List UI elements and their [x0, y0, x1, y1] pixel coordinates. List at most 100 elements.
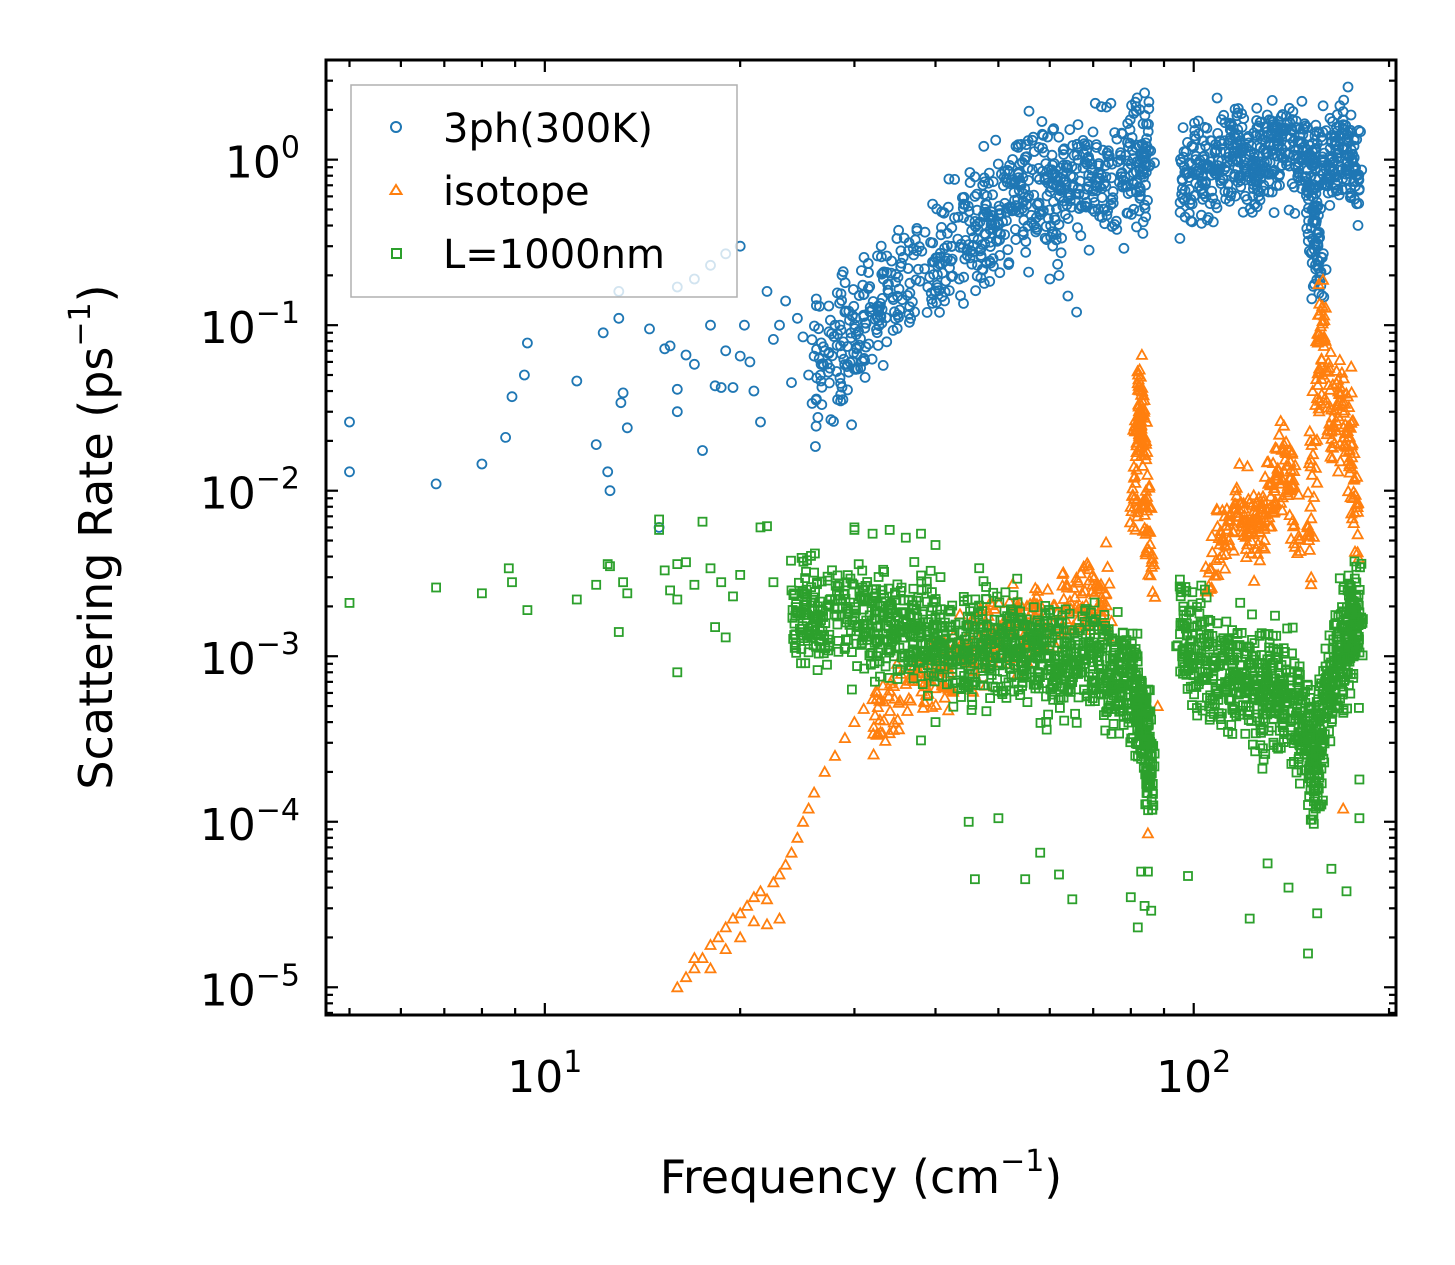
triangle-point [772, 867, 787, 880]
circle-point [1254, 130, 1266, 142]
circle-point [914, 275, 926, 287]
circle-point [671, 383, 683, 395]
circle-point [1056, 232, 1067, 244]
circle-point [1143, 118, 1154, 130]
triangle-point [687, 961, 701, 974]
circle-point [873, 306, 884, 318]
circle-point [1317, 100, 1329, 112]
circle-point [1064, 124, 1076, 136]
circle-point [1348, 152, 1360, 164]
circle-point [755, 416, 766, 428]
circle-point [680, 349, 692, 361]
circle-point [812, 411, 824, 423]
circle-point [1023, 266, 1034, 278]
circle-point [1068, 179, 1079, 191]
circle-point [1232, 103, 1244, 114]
circle-point [522, 337, 533, 349]
circle-point [983, 212, 995, 223]
circle-point [1109, 219, 1120, 230]
circle-point [981, 199, 992, 211]
circle-point [1289, 207, 1301, 219]
circle-point [1263, 186, 1275, 198]
circle-point [1315, 280, 1327, 292]
circle-point [836, 295, 847, 306]
triangle-point [753, 884, 768, 897]
circle-point [981, 257, 992, 269]
circle-point [883, 278, 894, 290]
triangle-point [679, 970, 693, 983]
circle-point [896, 294, 908, 306]
circle-point [344, 416, 355, 428]
circle-point [967, 240, 979, 252]
circle-point [931, 279, 943, 291]
circle-point [969, 171, 981, 183]
circle-point [877, 359, 889, 371]
triangle-point [719, 920, 733, 933]
legend: 3ph(300K) isotope L=1000nm [350, 84, 738, 298]
circle-point [818, 359, 830, 371]
triangle-point [807, 785, 821, 798]
circle-point [887, 291, 898, 303]
circle-point [839, 277, 851, 289]
circle-point [835, 288, 847, 300]
circle-point [1001, 215, 1012, 227]
circle-point [1123, 141, 1134, 153]
circle-point [993, 200, 1005, 212]
circle-point [848, 300, 860, 312]
circle-point [1174, 206, 1186, 218]
circle-point [921, 306, 933, 318]
circle-point [780, 295, 791, 307]
circle-point [836, 381, 848, 393]
triangle-point [711, 930, 725, 943]
circle-point [617, 387, 629, 399]
circle-point [1091, 185, 1102, 197]
circle-point [1330, 145, 1342, 157]
circle-point [1038, 205, 1049, 217]
circle-point [1243, 130, 1254, 142]
circle-point [659, 343, 671, 355]
circle-point [988, 260, 999, 272]
circle-point [506, 391, 518, 403]
circle-point [1130, 101, 1142, 112]
circle-point [1326, 136, 1337, 148]
circle-point [873, 320, 885, 332]
circle-point [1238, 113, 1250, 124]
circle-point [1101, 147, 1113, 159]
circle-point [904, 316, 915, 328]
circle-point [985, 241, 996, 252]
circle-point [1071, 138, 1083, 150]
circle-point [872, 339, 884, 351]
circle-point [1060, 162, 1072, 173]
circle-point [571, 375, 583, 387]
circle-point [1219, 163, 1230, 175]
circle-point [1244, 149, 1255, 161]
circle-point [705, 319, 716, 331]
triangle-point [838, 731, 852, 743]
circle-point [990, 134, 1002, 146]
circle-point [1116, 127, 1128, 139]
circle-point [939, 295, 950, 307]
circle-point [1324, 199, 1336, 211]
circle-point [1186, 198, 1198, 210]
circle-point [1140, 151, 1151, 163]
circle-point [904, 277, 916, 289]
circle-point [430, 478, 442, 490]
circle-point [1095, 101, 1107, 113]
triangle-point [760, 892, 774, 905]
circle-point [664, 340, 676, 352]
circle-point [1058, 195, 1069, 207]
circle-point [1053, 131, 1065, 143]
circle-point [1296, 171, 1308, 183]
circle-point [644, 323, 655, 335]
circle-point [815, 375, 827, 387]
circle-point [1021, 151, 1033, 163]
circle-point [1267, 116, 1279, 128]
circle-point [972, 218, 984, 230]
circle-point [978, 189, 990, 201]
circle-point [1049, 212, 1060, 224]
circle-point [946, 240, 957, 252]
circle-point [1057, 200, 1069, 212]
circle-point [1010, 234, 1022, 246]
circle-point [1097, 203, 1109, 215]
